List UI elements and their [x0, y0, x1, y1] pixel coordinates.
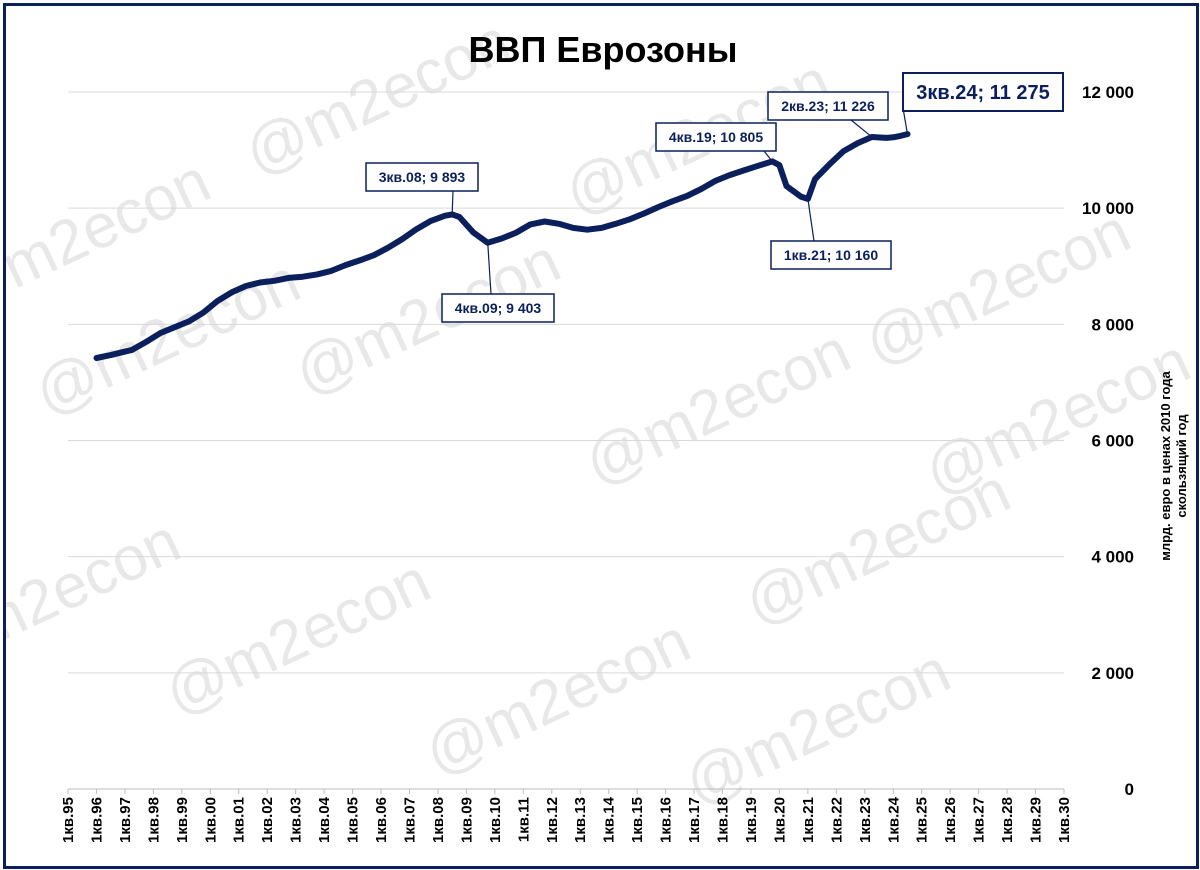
x-tick-label: 1кв.23 [857, 797, 874, 843]
y-axis: 0 2 000 4 000 6 000 8 000 10 000 12 000 [1082, 83, 1134, 799]
y-axis-label: млрд. евро в ценах 2010 года скользящий … [1158, 371, 1189, 561]
x-tick-label: 1кв.95 [60, 797, 77, 843]
annotation-label: 2кв.23; 11 226 [781, 98, 875, 114]
x-tick-label: 1кв.11 [515, 797, 532, 842]
annotation-leader [763, 150, 773, 162]
chart: @m2econ@m2econ@m2econ@m2econ@m2econ@m2ec… [6, 6, 1196, 843]
annotation-callout: 3кв.08; 9 893 [365, 162, 479, 215]
x-tick-label: 1кв.17 [686, 797, 703, 843]
x-tick-label: 1кв.02 [259, 797, 276, 843]
x-tick-label: 1кв.12 [544, 797, 561, 843]
annotation-label: 3кв.08; 9 893 [379, 169, 466, 185]
annotation-layer: 3кв.08; 9 893 4кв.09; 9 403 4кв.19; 10 805… [365, 72, 1064, 323]
x-tick-label: 1кв.96 [88, 797, 105, 843]
x-tick-label: 1кв.03 [288, 797, 305, 843]
annotation-label: 4кв.19; 10 805 [669, 129, 763, 145]
annotation-box [365, 162, 479, 192]
watermark-layer: @m2econ@m2econ@m2econ@m2econ@m2econ@m2ec… [6, 6, 1196, 818]
x-tick-label: 1кв.00 [202, 797, 219, 843]
annotation-callout: 1кв.21; 10 160 [770, 198, 892, 270]
annotation-callout: 4кв.09; 9 403 [441, 242, 555, 323]
x-tick-label: 1кв.13 [572, 797, 589, 843]
y-tick-label: 6 000 [1091, 432, 1134, 451]
x-tick-label: 1кв.20 [771, 797, 788, 843]
annotation-leader [902, 107, 909, 135]
x-tick-label: 1кв.01 [231, 797, 248, 843]
watermark-text: @m2econ [414, 606, 700, 788]
x-tick-label: 1кв.30 [1056, 797, 1073, 843]
y-tick-label: 8 000 [1091, 315, 1134, 334]
x-tick-label: 1кв.04 [316, 796, 333, 843]
annotation-callout: 3кв.24; 11 275 [902, 72, 1064, 135]
x-tick-label: 1кв.99 [174, 797, 191, 843]
x-tick-label: 1кв.22 [828, 797, 845, 843]
x-tick-label: 1кв.15 [629, 797, 646, 843]
x-tick-label: 1кв.26 [942, 797, 959, 843]
x-tick-label: 1кв.14 [601, 796, 618, 843]
series-layer [93, 131, 911, 361]
annotation-label: 4кв.09; 9 403 [455, 300, 542, 316]
x-tick-label: 1кв.27 [971, 797, 988, 843]
annotation-box [770, 240, 892, 270]
x-tick-label: 1кв.18 [715, 797, 732, 843]
x-tick-label: 1кв.09 [458, 797, 475, 843]
annotation-callout: 4кв.19; 10 805 [655, 122, 777, 162]
x-tick-label: 1кв.19 [743, 797, 760, 843]
annotation-leader [807, 198, 815, 242]
annotation-label: 3кв.24; 11 275 [916, 82, 1050, 104]
x-tick-label: 1кв.21 [800, 797, 817, 843]
x-tick-label: 1кв.25 [914, 797, 931, 843]
x-tick-label: 1кв.97 [117, 797, 134, 843]
series-line [93, 131, 911, 361]
grid-layer [68, 91, 1064, 790]
y-axis-label-line2: скользящий год [1174, 414, 1189, 518]
x-tick-label: 1кв.05 [345, 797, 362, 843]
x-tick-label: 1кв.29 [1028, 797, 1045, 843]
watermark-text: @m2econ [854, 196, 1140, 378]
watermark-text: @m2econ [914, 326, 1196, 508]
annotation-box [902, 72, 1064, 112]
x-tick-label: 1кв.08 [430, 797, 447, 843]
y-tick-label: 0 [1125, 780, 1134, 799]
x-tick-label: 1кв.28 [999, 797, 1016, 843]
watermark-text: @m2econ [674, 636, 960, 818]
x-tick-label: 1кв.98 [145, 797, 162, 843]
chart-frame: @m2econ @m2econ @m2econ @m2econ @m2econ @m2ec… [3, 3, 1199, 869]
annotation-box [655, 122, 777, 152]
x-tick-label: 1кв.16 [658, 797, 675, 843]
annotation-label: 1кв.21; 10 160 [784, 247, 878, 263]
annotation-leader [487, 242, 492, 295]
x-tick-label: 1кв.07 [401, 797, 418, 843]
x-axis: 1кв.95 1кв.96 1кв.97 1кв.98 1кв.99 1кв.00 1кв.… [60, 789, 1073, 843]
annotation-leader [451, 190, 454, 215]
x-tick-label: 1кв.06 [373, 797, 390, 843]
y-tick-label: 4 000 [1091, 548, 1134, 567]
y-tick-label: 12 000 [1082, 83, 1134, 102]
annotation-box [441, 293, 555, 323]
annotation-box [767, 91, 889, 121]
chart-title: ВВП Еврозоны [469, 29, 738, 70]
y-tick-label: 2 000 [1091, 664, 1134, 683]
x-tick-label: 1кв.10 [487, 797, 504, 843]
x-tick-label: 1кв.24 [885, 796, 902, 843]
y-tick-label: 10 000 [1082, 199, 1134, 218]
annotation-leader [850, 119, 873, 138]
annotation-callout: 2кв.23; 11 226 [767, 91, 889, 138]
watermark-text: @m2econ [154, 546, 440, 728]
watermark-text: @m2econ [574, 316, 860, 498]
y-axis-label-line1: млрд. евро в ценах 2010 года [1158, 371, 1173, 561]
